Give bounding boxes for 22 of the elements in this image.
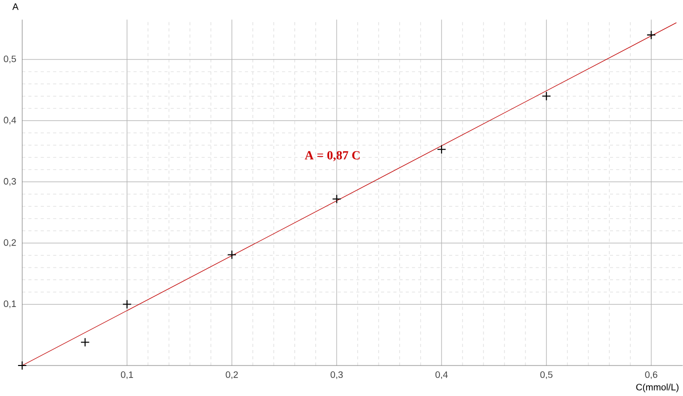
point: [18, 361, 27, 370]
x-axis-title: C(mmol/L): [636, 384, 678, 392]
y-tick-label: 0,5: [4, 56, 16, 64]
point: [122, 300, 132, 310]
point: [646, 30, 656, 40]
point: [436, 144, 446, 154]
x-tick-label: 0,2: [226, 372, 238, 380]
x-tick-label: 0,6: [645, 372, 658, 380]
point: [80, 338, 90, 348]
y-axis-title: A: [12, 4, 19, 10]
x-tick-label: 0,4: [435, 372, 448, 380]
y-tick-label: 0,2: [4, 239, 16, 248]
y-tick-label: 0,1: [4, 300, 16, 308]
y-tick-label: 0,3: [4, 178, 16, 186]
point: [227, 250, 237, 260]
x-tick-label: 0,5: [540, 372, 552, 380]
x-tick-label: 0,1: [120, 372, 134, 380]
annotation: A = 0,87 C: [304, 151, 360, 162]
y-tick-label: 0,4: [4, 116, 16, 125]
point: [332, 194, 342, 204]
x-tick-label: 0,3: [330, 372, 343, 380]
point: [542, 92, 552, 101]
